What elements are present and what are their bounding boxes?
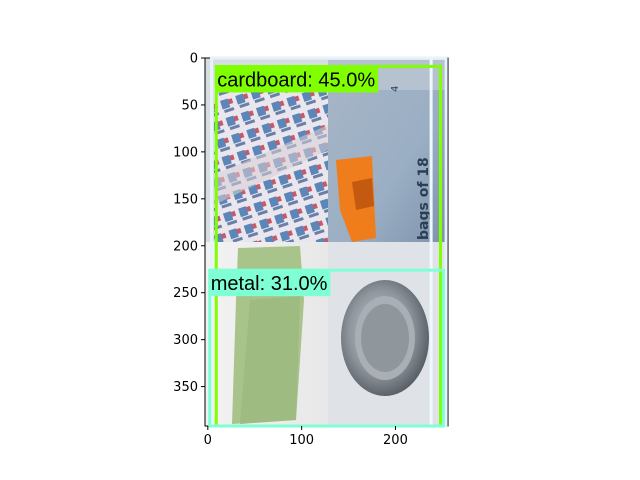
x-tick-label: 0 — [204, 433, 212, 448]
tile-cardboard-collage — [214, 86, 328, 242]
box-text-small: 4 — [390, 86, 401, 92]
detection-label-1: metal: 31.0% — [209, 270, 331, 297]
y-axis: 0 50 100 150 200 250 300 350 — [173, 52, 205, 395]
y-tick-label: 50 — [181, 98, 198, 113]
x-tick-label: 200 — [383, 433, 408, 448]
y-tick-label: 0 — [190, 52, 198, 67]
y-tick-label: 150 — [173, 192, 198, 207]
box-text: bags of 18 — [416, 157, 432, 240]
y-tick-label: 100 — [173, 145, 198, 160]
x-tick-label: 100 — [289, 433, 314, 448]
detection-label-bg — [209, 270, 331, 297]
tile-metal-lid — [328, 242, 448, 426]
detection-label-text: metal: 31.0% — [211, 273, 328, 295]
x-axis: 0 100 200 — [204, 426, 408, 448]
y-tick-label: 250 — [173, 286, 198, 301]
detection-label-0: cardboard: 45.0% — [216, 66, 379, 93]
y-tick-label: 300 — [173, 333, 198, 348]
image-area: bags of 18 4 — [205, 58, 448, 426]
detection-label-bg — [216, 66, 379, 93]
labels-layer: cardboard: 45.0% metal: 31.0% — [209, 66, 379, 297]
y-tick-label: 350 — [173, 380, 198, 395]
detection-label-text: cardboard: 45.0% — [217, 69, 375, 91]
y-tick-label: 200 — [173, 239, 198, 254]
